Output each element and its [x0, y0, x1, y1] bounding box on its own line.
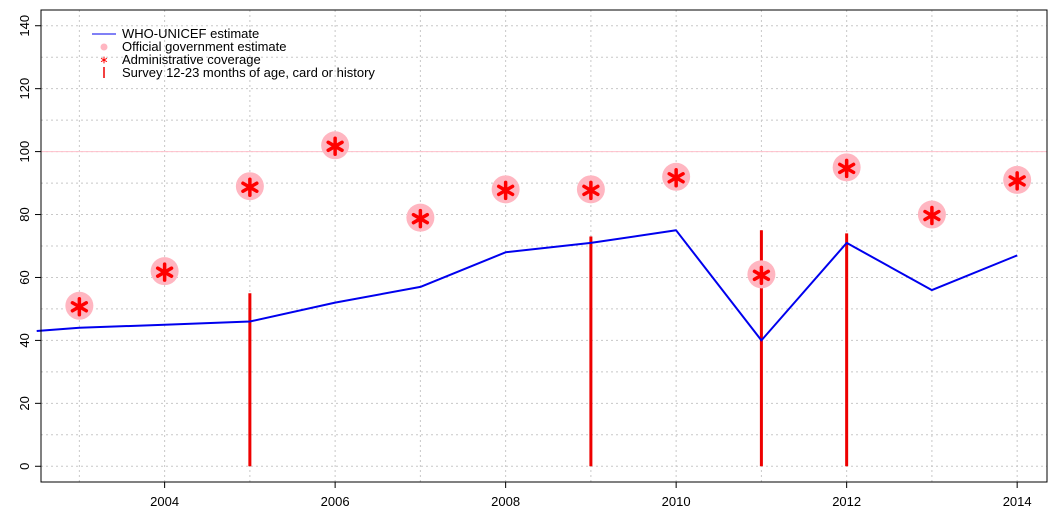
y-tick-label: 100 [17, 141, 32, 163]
y-tick-label: 40 [17, 333, 32, 347]
who-unicef-line [36, 229, 1018, 342]
legend-swatch-official [100, 43, 108, 51]
legend-label: Administrative coverage [122, 52, 261, 67]
administrative-coverage-marker [923, 205, 941, 226]
administrative-coverage-marker [837, 158, 856, 179]
administrative-coverage-marker [1008, 171, 1026, 191]
official-estimate-layer [65, 131, 1032, 320]
plot-frame [40, 9, 1048, 483]
who-unicef-line-layer [36, 229, 1018, 342]
administrative-coverage-marker [326, 136, 344, 157]
y-tick-label: 0 [17, 463, 32, 470]
administrative-coverage-layer [70, 136, 1026, 317]
legend-label: WHO-UNICEF estimate [122, 26, 259, 41]
administrative-coverage-marker [411, 208, 430, 229]
administrative-coverage-marker [496, 180, 515, 201]
administrative-coverage-marker [70, 297, 89, 317]
x-tick-label: 2010 [662, 494, 691, 509]
administrative-coverage-marker [582, 180, 600, 201]
x-tick-label: 2004 [150, 494, 179, 509]
x-tick-label: 2008 [491, 494, 520, 509]
administrative-coverage-marker [667, 168, 685, 188]
administrative-coverage-marker [241, 177, 259, 197]
axes-layer: 2004 2006 2008 2010 2012 2014 0 20 40 60 80 100 120 1… [17, 15, 1032, 509]
y-tick-label: 140 [17, 15, 32, 37]
y-tick-label: 80 [17, 207, 32, 221]
administrative-coverage-marker [752, 265, 771, 286]
y-tick-label: 20 [17, 396, 32, 410]
y-tick-label: 120 [17, 78, 32, 100]
x-tick-label: 2014 [1003, 494, 1032, 509]
x-tick-label: 2012 [832, 494, 861, 509]
administrative-coverage-marker [100, 56, 108, 64]
x-tick-label: 2006 [321, 494, 350, 509]
y-tick-label: 60 [17, 270, 32, 284]
legend-label: Survey 12-23 months of age, card or hist… [122, 65, 375, 80]
legend-label: Official government estimate [122, 39, 287, 54]
administrative-coverage-marker [155, 262, 174, 282]
